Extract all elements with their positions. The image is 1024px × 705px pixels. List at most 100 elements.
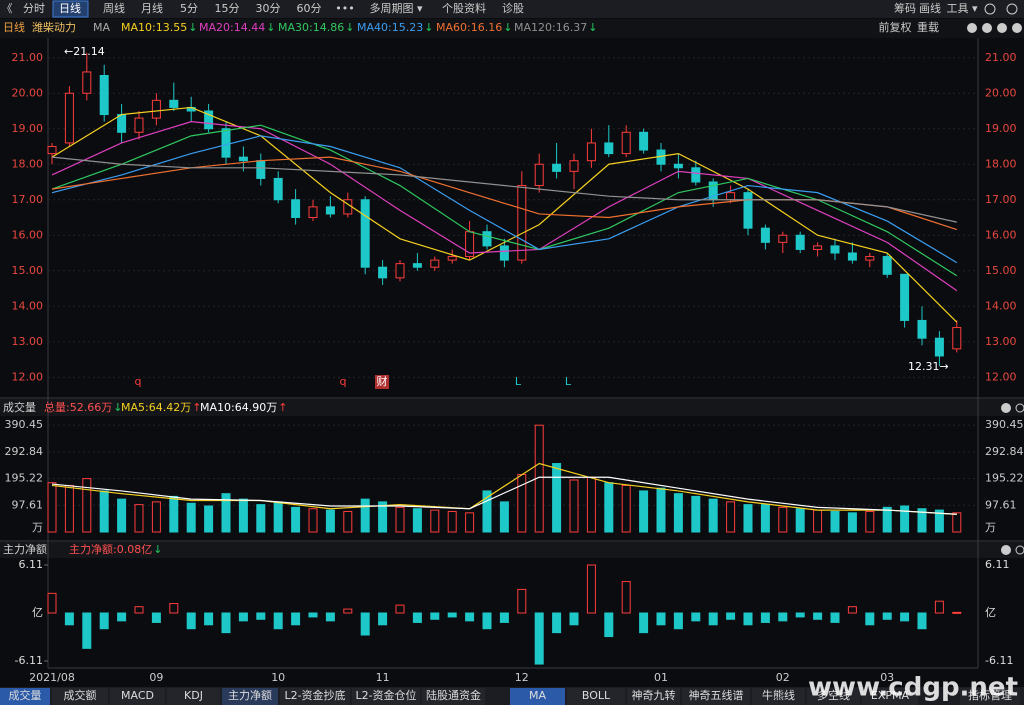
volume-bar (482, 490, 492, 533)
candle-body (847, 252, 857, 261)
legend-trend: ↓ (153, 543, 162, 556)
legend-bar (0, 19, 1024, 38)
volume-bar (447, 510, 457, 533)
tab-label[interactable]: MA (529, 689, 546, 702)
candle-body (673, 163, 683, 169)
toolbar-item[interactable]: 15分 (215, 2, 240, 15)
icon[interactable] (1015, 403, 1024, 413)
tab[interactable] (682, 688, 750, 705)
annotation: ←21.14 (64, 45, 105, 58)
candle-body (204, 110, 214, 130)
tab[interactable] (510, 688, 565, 705)
icon[interactable] (1001, 545, 1011, 555)
header-button[interactable]: 重载 (917, 20, 939, 34)
flow-bar (882, 612, 892, 620)
tab[interactable] (862, 688, 918, 705)
candle-body (256, 160, 266, 179)
tab[interactable] (280, 688, 350, 705)
toolbar-item[interactable]: 日线 (59, 1, 81, 15)
annotation: 12.31→ (908, 360, 949, 373)
header-button[interactable]: 前复权 (879, 20, 912, 34)
watermark: www.cdgp.net (808, 673, 1018, 703)
flow-bar (847, 606, 857, 614)
toolbar-item[interactable]: 30分 (256, 2, 281, 15)
candle-body (499, 245, 509, 261)
toolbar-item[interactable]: 诊股 (502, 1, 524, 15)
volume-bar (360, 498, 370, 533)
tab[interactable] (807, 688, 860, 705)
icon-close[interactable] (1006, 3, 1018, 15)
tab[interactable] (0, 688, 50, 705)
tab[interactable] (752, 688, 805, 705)
flow-bar (343, 608, 353, 614)
tab-label[interactable]: 多空线 (817, 688, 850, 702)
unit-label: 亿 (985, 606, 996, 619)
tab-label[interactable]: BOLL (582, 689, 611, 702)
unit-label: 万 (32, 521, 43, 534)
tab-label[interactable]: 神奇九转 (632, 688, 676, 702)
y-tick-label: 13.00 (12, 335, 44, 348)
toolbar (0, 0, 1024, 18)
tab-label[interactable]: 指标管理 (968, 688, 1012, 702)
tab[interactable] (52, 688, 108, 705)
candle-body (569, 160, 579, 172)
flow-bar (499, 612, 509, 623)
flow-bar (64, 612, 74, 626)
flow-bar (447, 612, 457, 618)
tab[interactable] (222, 688, 278, 705)
toolbar-item[interactable]: 画线 (919, 1, 941, 15)
tab-label[interactable]: 神奇五线谱 (689, 688, 744, 702)
tab[interactable] (567, 688, 625, 705)
tab[interactable] (167, 688, 220, 705)
candle-body (813, 245, 823, 250)
y-tick-label: -6.11 (15, 654, 43, 667)
tab-label[interactable]: 成交量 (9, 688, 42, 702)
tab-label[interactable]: L2-资金仓位 (355, 688, 416, 702)
tab-label[interactable]: 牛熊线 (762, 688, 795, 702)
candle-body (830, 245, 840, 254)
candle-body (47, 146, 57, 155)
y-tick-label: 390.45 (985, 418, 1024, 431)
volume-bar (134, 504, 144, 533)
toolbar-item[interactable]: 工具 ▾ (946, 2, 977, 15)
toolbar-item[interactable]: 个股资料 (442, 1, 486, 15)
toolbar-item[interactable]: 筹码 (894, 1, 916, 15)
icon[interactable] (982, 23, 992, 33)
tab-label[interactable]: MACD (121, 689, 154, 702)
tab-label[interactable]: 成交额 (64, 688, 97, 702)
candle-body (291, 199, 301, 218)
icon[interactable] (1012, 23, 1022, 33)
tab-label[interactable]: L2-资金抄底 (284, 688, 345, 702)
tab-label[interactable]: 陆股通资金 (426, 688, 481, 702)
tab-label[interactable]: KDJ (184, 689, 203, 702)
toolbar-item[interactable]: ••• (335, 2, 354, 15)
flow-bar (708, 612, 718, 626)
toolbar-item[interactable]: 多周期图 ▾ (369, 1, 422, 15)
volume-bar (865, 510, 875, 533)
candle-body (604, 142, 614, 155)
tab[interactable] (627, 688, 680, 705)
tab-label[interactable]: EXPMA (871, 689, 910, 702)
legend-item: MA40:15.23 (357, 21, 423, 34)
volume-bar (934, 509, 944, 533)
icon[interactable] (967, 23, 977, 33)
icon[interactable] (1001, 403, 1011, 413)
flow-bar (952, 611, 962, 614)
tab[interactable] (110, 688, 165, 705)
toolbar-item[interactable]: 60分 (297, 2, 322, 15)
toolbar-item[interactable]: 5分 (180, 2, 198, 15)
tab[interactable] (960, 688, 1020, 705)
toolbar-item[interactable]: 月线 (141, 1, 163, 15)
icon[interactable] (1015, 545, 1024, 555)
tab-label[interactable]: 主力净额 (228, 688, 272, 702)
unit-label: 万 (985, 521, 996, 534)
toolbar-item[interactable]: 分时 (23, 2, 45, 15)
toolbar-item[interactable]: 《 (2, 2, 13, 15)
icon[interactable] (997, 23, 1007, 33)
tab[interactable] (352, 688, 420, 705)
icon-minimize[interactable] (984, 3, 996, 15)
toolbar-item[interactable]: 周线 (103, 1, 125, 15)
x-tick-label: 10 (271, 671, 285, 684)
tab[interactable] (422, 688, 485, 705)
flow-bar (482, 612, 492, 630)
